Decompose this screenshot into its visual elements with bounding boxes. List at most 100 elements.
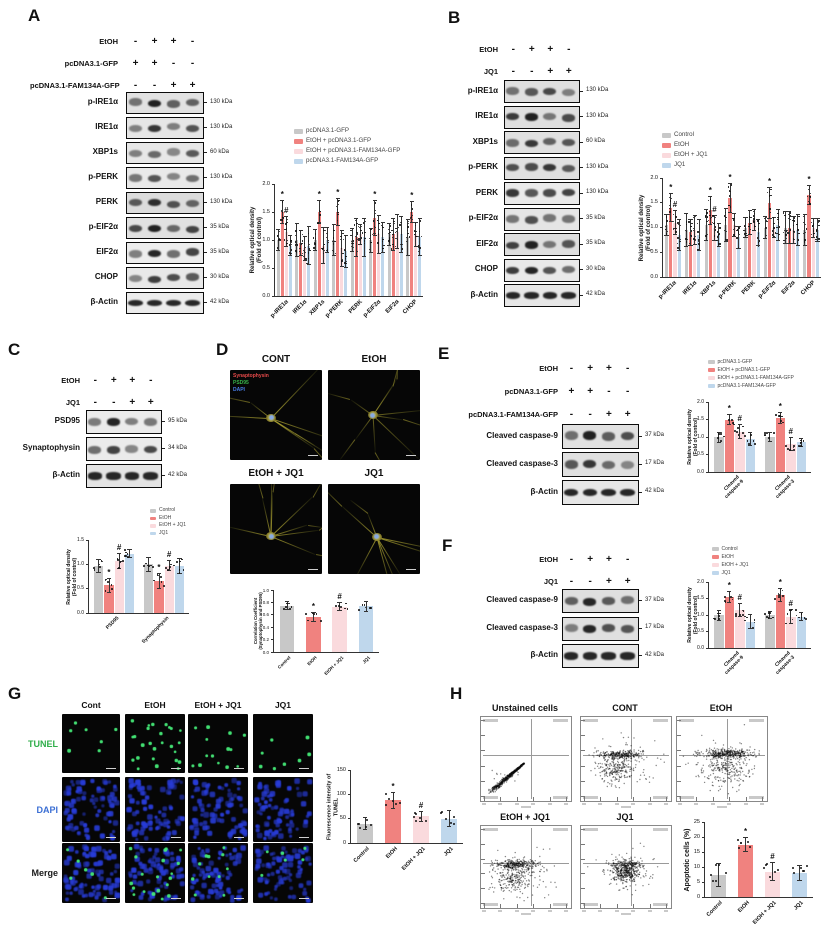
data-point <box>744 226 746 228</box>
error-cap-top <box>723 208 728 210</box>
protein-band <box>543 137 557 146</box>
data-point <box>729 190 732 193</box>
error-bar <box>772 861 773 882</box>
data-point <box>326 249 328 251</box>
sig-star: * <box>778 402 782 411</box>
error-cap-bottom <box>390 807 396 809</box>
legend-item: EtOH + pcDNA3.1-FAM134A-GFP <box>294 146 400 156</box>
data-point <box>665 216 668 218</box>
error-bar <box>745 837 746 853</box>
error-cap-top <box>294 222 299 224</box>
protein-band <box>143 472 158 480</box>
data-point <box>745 232 747 234</box>
data-point <box>356 251 358 253</box>
kda-tick <box>162 448 165 449</box>
protein-band <box>147 124 161 133</box>
x-axis-tick <box>666 904 667 908</box>
y-axis-tick <box>581 903 585 904</box>
data-point <box>753 619 756 622</box>
error-cap-bottom <box>276 250 281 251</box>
protein-band <box>505 292 521 299</box>
data-point <box>364 231 366 234</box>
data-point <box>791 867 794 870</box>
data-point <box>396 230 398 233</box>
data-point <box>734 225 737 228</box>
fluorescence-image <box>62 843 120 903</box>
y-tick-label: 1.0 <box>697 611 704 618</box>
bar <box>313 240 317 296</box>
data-point <box>792 449 795 451</box>
data-point <box>411 219 413 221</box>
error-cap-top <box>363 600 369 602</box>
x-axis-tick <box>516 904 518 908</box>
y-tick-label: 0.4 <box>262 624 269 630</box>
data-point <box>453 823 455 826</box>
data-point <box>290 249 292 251</box>
protein-band <box>524 292 539 299</box>
bar <box>745 438 755 472</box>
data-point <box>790 212 792 214</box>
x-axis-tick <box>633 797 634 801</box>
y-tick-label: 150 <box>336 766 346 773</box>
bar <box>811 227 815 277</box>
panel-h-label: H <box>450 684 463 703</box>
sig-hash: # <box>737 414 742 424</box>
y-tick <box>706 401 709 403</box>
data-point <box>717 437 719 439</box>
sig-hash: # <box>418 800 424 810</box>
y-axis-tick <box>481 829 485 830</box>
legend-label: EtOH <box>159 514 172 521</box>
protein-band <box>542 292 558 299</box>
blot-label: β-Actin <box>530 486 558 496</box>
data-point <box>145 562 148 565</box>
bar <box>295 240 299 296</box>
condition-sign: + <box>624 409 631 420</box>
protein-band <box>506 189 520 197</box>
data-point <box>334 241 336 243</box>
data-point <box>742 610 745 612</box>
data-point <box>795 614 798 617</box>
data-point <box>350 241 353 243</box>
data-point <box>399 801 401 804</box>
data-point <box>338 200 340 202</box>
kda-label: 35 kDa <box>210 223 230 230</box>
error-cap-bottom <box>727 211 733 213</box>
data-point <box>694 216 696 218</box>
data-point <box>125 551 128 554</box>
data-point <box>382 238 384 241</box>
error-cap-top <box>177 557 182 559</box>
data-point <box>419 220 422 222</box>
data-point <box>377 232 380 235</box>
x-category-label: EtOH + JQ1 <box>752 900 779 926</box>
westernblot-box <box>126 92 204 114</box>
error-cap-bottom <box>799 620 804 622</box>
error-cap-bottom <box>339 266 344 267</box>
y-tick-label: 5 <box>696 878 700 885</box>
error-cap-bottom <box>391 250 396 251</box>
data-point <box>763 612 766 615</box>
data-point <box>793 220 795 222</box>
data-point <box>793 445 795 448</box>
data-point <box>793 239 795 241</box>
data-point <box>285 228 288 230</box>
y-axis-tick <box>481 796 485 797</box>
x-category-label: JQ1 <box>361 655 371 665</box>
data-point <box>290 606 293 609</box>
data-point <box>666 220 668 222</box>
data-point <box>391 799 394 802</box>
data-point <box>728 190 731 192</box>
bar <box>369 240 373 296</box>
bar <box>418 237 422 296</box>
error-cap-bottom <box>716 619 721 621</box>
data-point <box>303 250 305 253</box>
data-point <box>748 225 750 227</box>
protein-band <box>524 163 538 171</box>
westernblot-box <box>504 131 580 154</box>
kda-tick <box>580 218 583 219</box>
data-point <box>394 238 397 240</box>
error-cap-bottom <box>716 441 721 443</box>
data-point <box>287 240 289 242</box>
error-cap-top <box>716 431 721 433</box>
data-point <box>753 213 756 215</box>
x-axis-tick <box>549 904 551 908</box>
